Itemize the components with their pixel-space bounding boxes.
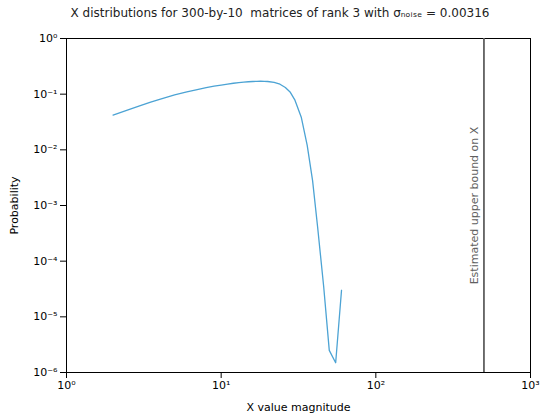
svg-text:10⁻²: 10⁻² bbox=[33, 143, 57, 156]
svg-text:10²: 10² bbox=[367, 379, 385, 392]
svg-text:Probability: Probability bbox=[8, 176, 21, 235]
svg-text:10⁰: 10⁰ bbox=[39, 32, 58, 45]
svg-text:10¹: 10¹ bbox=[212, 379, 230, 392]
svg-text:10⁰: 10⁰ bbox=[57, 379, 76, 392]
html-text:X distributions for 300-by-10: X distributions for 300-by-10 matrices o… bbox=[70, 6, 490, 20]
svg-text:10⁻³: 10⁻³ bbox=[33, 199, 57, 212]
svg-text:Estimated upper bound on X: Estimated upper bound on X bbox=[468, 126, 481, 284]
svg-text:10⁻⁴: 10⁻⁴ bbox=[33, 255, 58, 268]
svg-text:10⁻⁶: 10⁻⁶ bbox=[33, 366, 58, 379]
svg-text:10⁻⁵: 10⁻⁵ bbox=[33, 310, 57, 323]
svg-text:10³: 10³ bbox=[521, 379, 539, 392]
svg-text:X value magnitude: X value magnitude bbox=[246, 401, 350, 414]
svg-text:10⁻¹: 10⁻¹ bbox=[33, 88, 57, 101]
